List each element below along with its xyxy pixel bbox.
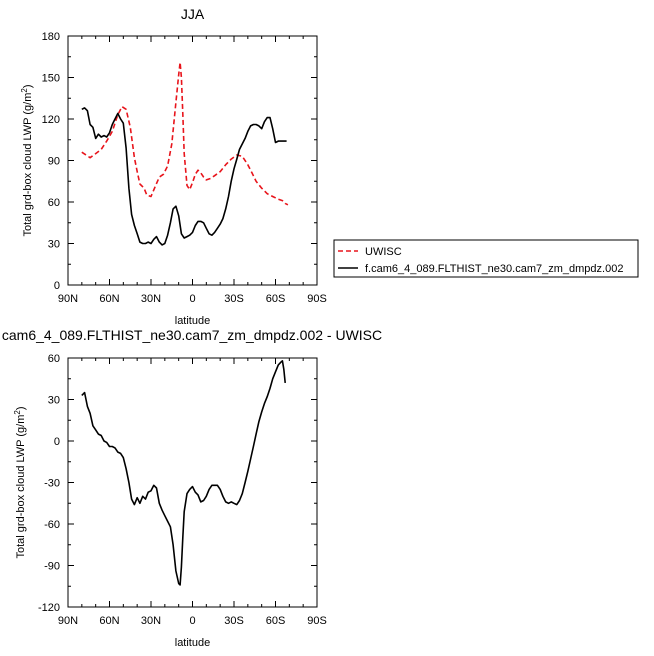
legend-label-uwisc: UWISC (365, 246, 402, 258)
bottom-plot-xtick-label: 0 (189, 615, 195, 627)
top-plot-ytick-label: 150 (42, 73, 60, 85)
bottom-plot-xtick-label: 90S (307, 615, 327, 627)
top-plot-xtick-label: 30S (224, 293, 244, 305)
bottom-plot-ytick-label: -120 (38, 602, 60, 614)
top-plot-ytick-label: 60 (48, 197, 60, 209)
bottom-plot-title: cam6_4_089.FLTHIST_ne30.cam7_zm_dmpdz.00… (2, 327, 382, 343)
top-plot-ytick-label: 180 (42, 31, 60, 43)
bottom-plot-xtick-label: 60S (266, 615, 286, 627)
bottom-plot-series (81, 360, 286, 586)
bottom-plot-xtick-label: 60N (99, 615, 119, 627)
top-plot-xtick-label: 90N (58, 293, 78, 305)
bottom-plot-xtick-label: 90N (58, 615, 78, 627)
top-plot-frame (67, 35, 318, 286)
top-plot-axes: 90N 60N 30N 0 30S 60S 90S 0 30 60 90 120 150 180 (42, 31, 327, 305)
top-plot-xtick-label: 60S (266, 293, 286, 305)
top-plot-title: JJA (181, 6, 205, 22)
bottom-plot-xlabel: latitude (175, 637, 210, 649)
top-plot-xtick-label: 90S (307, 293, 327, 305)
bottom-plot-ytick-label: 30 (48, 395, 60, 407)
top-plot-xtick-label: 60N (99, 293, 119, 305)
bottom-plot-ytick-label: -90 (44, 561, 60, 573)
top-plot-series (81, 61, 289, 246)
top-plot-panel: JJA 90N 60N 30N 0 30S 60S 90S0306090120150180 … (20, 6, 327, 327)
bottom-plot-frame (67, 357, 318, 608)
top-plot-ylabel-superscript: 2 (20, 88, 29, 93)
top-plot-legend: UWISC f.cam6_4_089.FLTHIST_ne30.cam7_zm_… (333, 239, 639, 278)
bottom-plot-axes: 90N 60N 30N 0 30S 60S 90S -120 -90 -60 -30 0 30 60 (38, 353, 327, 627)
top-plot-xlabel: latitude (175, 315, 210, 327)
legend-box (333, 239, 639, 278)
bottom-plot-ytick-label: -30 (44, 478, 60, 490)
top-plot-ytick-label: 0 (54, 280, 60, 292)
top-plot-xtick-label: 30N (141, 293, 161, 305)
top-plot-ytick-label: 30 (48, 239, 60, 251)
bottom-plot-ytick-label: 0 (54, 436, 60, 448)
bottom-plot-panel: cam6_4_089.FLTHIST_ne30.cam7_zm_dmpdz.00… (2, 327, 382, 649)
top-plot-ytick-label: 120 (42, 114, 60, 126)
bottom-plot-xtick-label: 30N (141, 615, 161, 627)
bottom-plot-ytick-label: -60 (44, 519, 60, 531)
bottom-plot-ytick-label: 60 (48, 353, 60, 365)
bottom-plot-series-line-0 (81, 360, 286, 586)
bottom-plot-ylabel-superscript: 2 (13, 410, 22, 415)
top-plot-series-line-1 (81, 107, 287, 246)
legend-label-model: f.cam6_4_089.FLTHIST_ne30.cam7_zm_dmpdz.… (365, 263, 623, 275)
bottom-plot-xtick-label: 30S (224, 615, 244, 627)
bottom-plot-ylabel: Total grd-box cloud LWP (g/m2) (13, 406, 27, 558)
top-plot-ytick-label: 90 (48, 156, 60, 168)
top-plot-ylabel: Total grd-box cloud LWP (g/m2) (20, 84, 34, 236)
top-plot-series-line-0 (81, 61, 289, 206)
top-plot-xtick-label: 0 (189, 293, 195, 305)
